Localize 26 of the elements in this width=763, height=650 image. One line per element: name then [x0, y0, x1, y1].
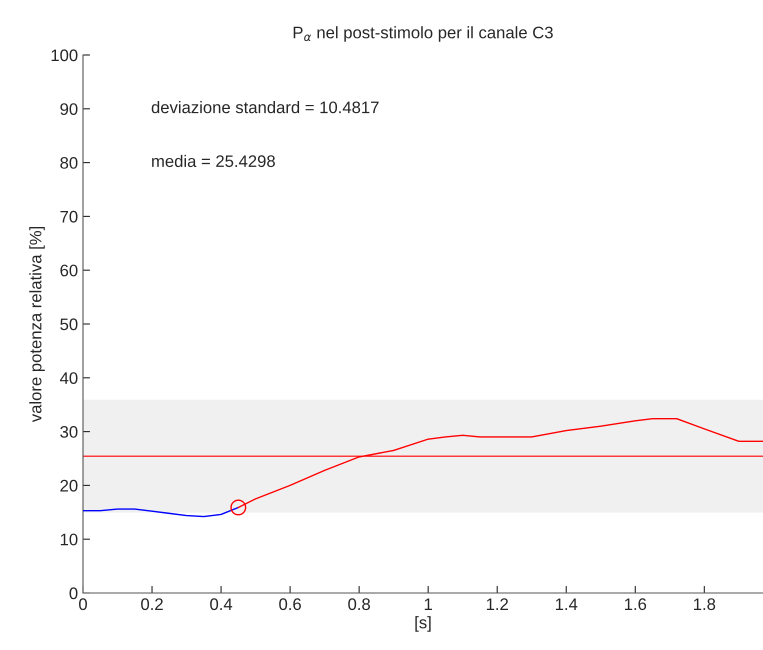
y-tick-label: 50	[60, 318, 78, 330]
y-tick-label: 80	[60, 157, 78, 169]
x-axis-title: [s]	[415, 616, 431, 632]
x-tick-label: 0	[79, 598, 87, 610]
annotation: media = 25.4298	[152, 154, 275, 168]
x-tick-label: 0.6	[279, 598, 301, 610]
y-tick-label: 20	[60, 480, 78, 492]
y-tick-label: 90	[60, 103, 78, 116]
annotation: deviazione standard = 10.4817	[152, 101, 379, 114]
y-tick-label: 40	[60, 372, 78, 384]
chart-title: P$_{α}$ nel post-stimolo per il canale C3	[294, 26, 553, 42]
x-tick-label: 1.2	[486, 598, 508, 610]
y-tick-label: 60	[60, 264, 78, 276]
x-tick-label: 0.2	[141, 598, 163, 610]
y-tick-label: 0	[70, 587, 78, 600]
x-tick-label: 0.4	[210, 598, 232, 610]
x-tick-label: 1.4	[556, 598, 578, 610]
y-axis-title: valore potenza relativa [%]	[29, 226, 45, 422]
x-tick-label: 1.6	[624, 598, 646, 610]
x-tick-label: 0.8	[348, 598, 370, 610]
y-tick-label: 30	[60, 426, 78, 438]
y-tick-label: 10	[60, 534, 78, 546]
x-tick-label: 1	[424, 598, 432, 610]
x-tick-label: 1.8	[694, 598, 716, 610]
y-tick-label: 70	[60, 210, 78, 223]
y-tick-label: 100	[52, 49, 78, 62]
